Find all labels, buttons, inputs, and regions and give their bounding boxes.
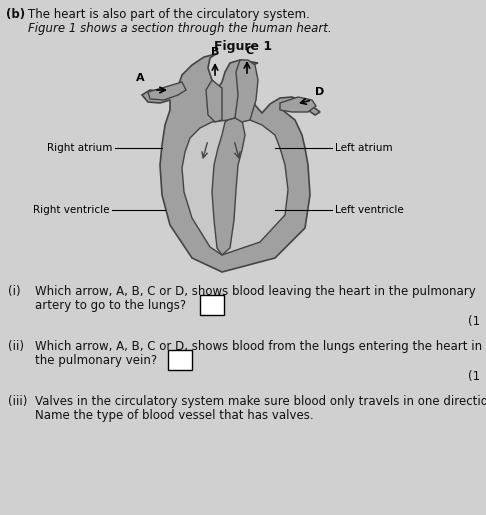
Text: artery to go to the lungs?: artery to go to the lungs? [35,299,186,312]
Text: Figure 1: Figure 1 [214,40,272,53]
Polygon shape [280,97,316,112]
Polygon shape [182,118,288,255]
Text: (1: (1 [468,370,480,383]
Text: Left ventricle: Left ventricle [335,205,404,215]
Text: Left atrium: Left atrium [335,143,393,153]
Bar [200,295,224,315]
Polygon shape [212,118,245,255]
Text: Which arrow, A, B, C or D, shows blood from the lungs entering the heart in: Which arrow, A, B, C or D, shows blood f… [35,340,482,353]
Text: C: C [246,46,254,56]
Text: The heart is also part of the circulatory system.: The heart is also part of the circulator… [28,8,310,21]
Text: (iii): (iii) [8,395,27,408]
Polygon shape [148,82,186,100]
Text: Figure 1 shows a section through the human heart.: Figure 1 shows a section through the hum… [28,22,331,35]
Text: D: D [315,87,325,97]
Text: (1: (1 [468,315,480,328]
Text: (ii): (ii) [8,340,24,353]
Text: (i): (i) [8,285,20,298]
Text: A: A [136,73,144,83]
Text: Right ventricle: Right ventricle [33,205,109,215]
Text: Which arrow, A, B, C or D, shows blood leaving the heart in the pulmonary: Which arrow, A, B, C or D, shows blood l… [35,285,476,298]
Polygon shape [142,54,320,272]
Text: Name the type of blood vessel that has valves.: Name the type of blood vessel that has v… [35,409,313,422]
Text: the pulmonary vein?: the pulmonary vein? [35,354,157,367]
Polygon shape [206,80,222,122]
Text: Right atrium: Right atrium [47,143,112,153]
Text: Valves in the circulatory system make sure blood only travels in one direction: Valves in the circulatory system make su… [35,395,486,408]
Text: (b): (b) [6,8,25,21]
Text: B: B [211,47,219,57]
Polygon shape [235,60,258,122]
Bar [168,350,192,370]
